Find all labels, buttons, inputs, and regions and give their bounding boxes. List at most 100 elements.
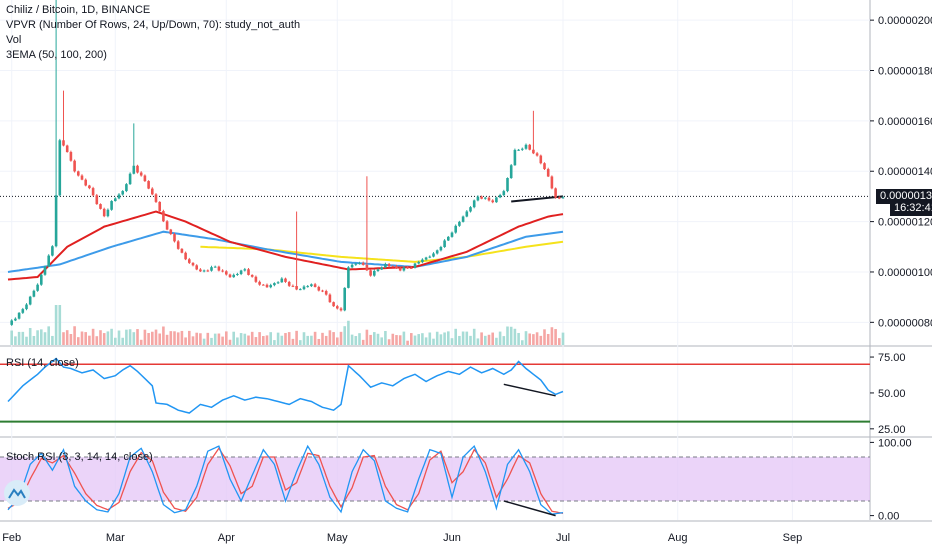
candle-body <box>380 267 383 270</box>
candle-body <box>339 308 343 311</box>
candle-body <box>151 188 154 195</box>
candle-body <box>173 234 176 242</box>
stoch-d-line <box>7 447 564 515</box>
candle-body <box>384 264 387 268</box>
volume-bar <box>421 333 424 345</box>
rsi-y-tick-label: 50.00 <box>878 388 906 400</box>
candle-body <box>435 250 439 254</box>
volume-bar <box>258 332 261 345</box>
volume-bar <box>373 332 376 345</box>
volume-bar <box>369 334 372 345</box>
candle-body <box>195 265 198 270</box>
candle-body <box>287 281 291 286</box>
candle-body <box>247 269 250 275</box>
volume-bar <box>121 337 124 345</box>
volume-bar <box>443 332 446 345</box>
stoch-rsi-indicator-label[interactable]: Stoch RSI (3, 3, 14, 14, close) <box>6 451 153 463</box>
candle-body <box>273 283 276 286</box>
candle-body <box>284 278 287 282</box>
candle-body <box>302 286 306 290</box>
axes: Feb Mar Apr May Jun Jul Aug Sep 0.00000080 0.0000… <box>2 15 932 544</box>
volume-bar <box>454 328 457 345</box>
candle-body <box>243 269 247 271</box>
volume-bar <box>517 332 520 345</box>
volume-bar <box>324 335 328 345</box>
volume-bar <box>361 339 365 345</box>
volume-bar <box>99 330 102 345</box>
candle-body <box>417 262 420 264</box>
volume-bar <box>554 329 557 345</box>
vpvr-indicator-label[interactable]: VPVR (Number Of Rows, 24, Up/Down, 70): … <box>6 19 301 31</box>
volume-bar <box>247 335 250 345</box>
candle-body <box>176 241 180 249</box>
volume-bar <box>136 329 139 345</box>
rsi-y-tick-label: 75.00 <box>878 352 906 364</box>
volume-bar <box>299 340 302 345</box>
volume-bar <box>236 337 239 345</box>
volume-bar <box>154 329 158 345</box>
candle-body <box>250 274 254 277</box>
candle-body <box>132 165 136 174</box>
candle-body <box>321 290 324 292</box>
candle-body <box>369 270 372 276</box>
candle-body <box>239 270 243 274</box>
candle-body <box>332 302 335 307</box>
candle-body <box>476 196 480 201</box>
stoch-band <box>0 457 870 501</box>
candle-body <box>539 155 543 164</box>
volume-bar <box>184 337 187 345</box>
volume-bar <box>384 330 387 345</box>
volume-bar <box>480 332 483 345</box>
current-price-label: 0.00000130 <box>876 189 932 205</box>
x-tick-label: Jun <box>443 532 461 544</box>
volume-bar <box>139 339 143 345</box>
volume-bar <box>132 332 136 345</box>
y-tick-label: 0.00000180 <box>878 66 932 78</box>
candle-body <box>546 169 550 177</box>
rsi-indicator-label[interactable]: RSI (14, close) <box>6 357 79 369</box>
rsi-legend: RSI (14, close) <box>6 356 79 371</box>
candle-body <box>465 211 469 217</box>
candle-body <box>210 267 213 271</box>
candle-body <box>114 198 117 202</box>
candle-body <box>336 306 339 309</box>
y-tick-label: 0.00000080 <box>878 317 932 329</box>
candle-body <box>258 281 261 285</box>
candle-body <box>524 144 528 149</box>
volume-bar <box>28 328 32 345</box>
volume-bar <box>206 332 210 345</box>
candle-body <box>102 208 106 217</box>
volume-bar <box>435 331 439 345</box>
volume-indicator-label[interactable]: Vol <box>6 34 22 46</box>
volume-bar <box>380 337 383 345</box>
candle-body <box>280 278 284 283</box>
candle-body <box>128 173 132 185</box>
candle-body <box>461 216 465 222</box>
volume-bar <box>69 334 73 345</box>
volume-bar <box>402 331 406 345</box>
volume-bar <box>469 335 472 345</box>
candle-body <box>232 274 235 278</box>
volume-bar <box>287 332 291 345</box>
candle-body <box>324 291 328 295</box>
candle-body <box>121 191 124 195</box>
candle-body <box>413 263 417 268</box>
volume-bar <box>387 339 391 345</box>
candle-body <box>484 197 487 199</box>
candle-body <box>343 287 346 311</box>
candle-body <box>165 221 169 230</box>
candle-body <box>80 175 84 180</box>
candle-body <box>110 201 113 210</box>
volume-bar <box>350 334 354 345</box>
tradingview-logo-icon[interactable] <box>4 480 30 506</box>
volume-bar <box>84 332 87 345</box>
candle-body <box>498 195 502 198</box>
candle-body <box>439 247 443 251</box>
ema-indicator-label[interactable]: 3EMA (50, 100, 200) <box>6 49 107 61</box>
stoch-k-line <box>7 444 564 515</box>
volume-bar <box>25 336 28 345</box>
symbol-title[interactable]: Chiliz / Bitcoin, 1D, BINANCE <box>6 4 151 16</box>
volume-bar <box>143 329 147 345</box>
volume-bar <box>273 340 276 345</box>
